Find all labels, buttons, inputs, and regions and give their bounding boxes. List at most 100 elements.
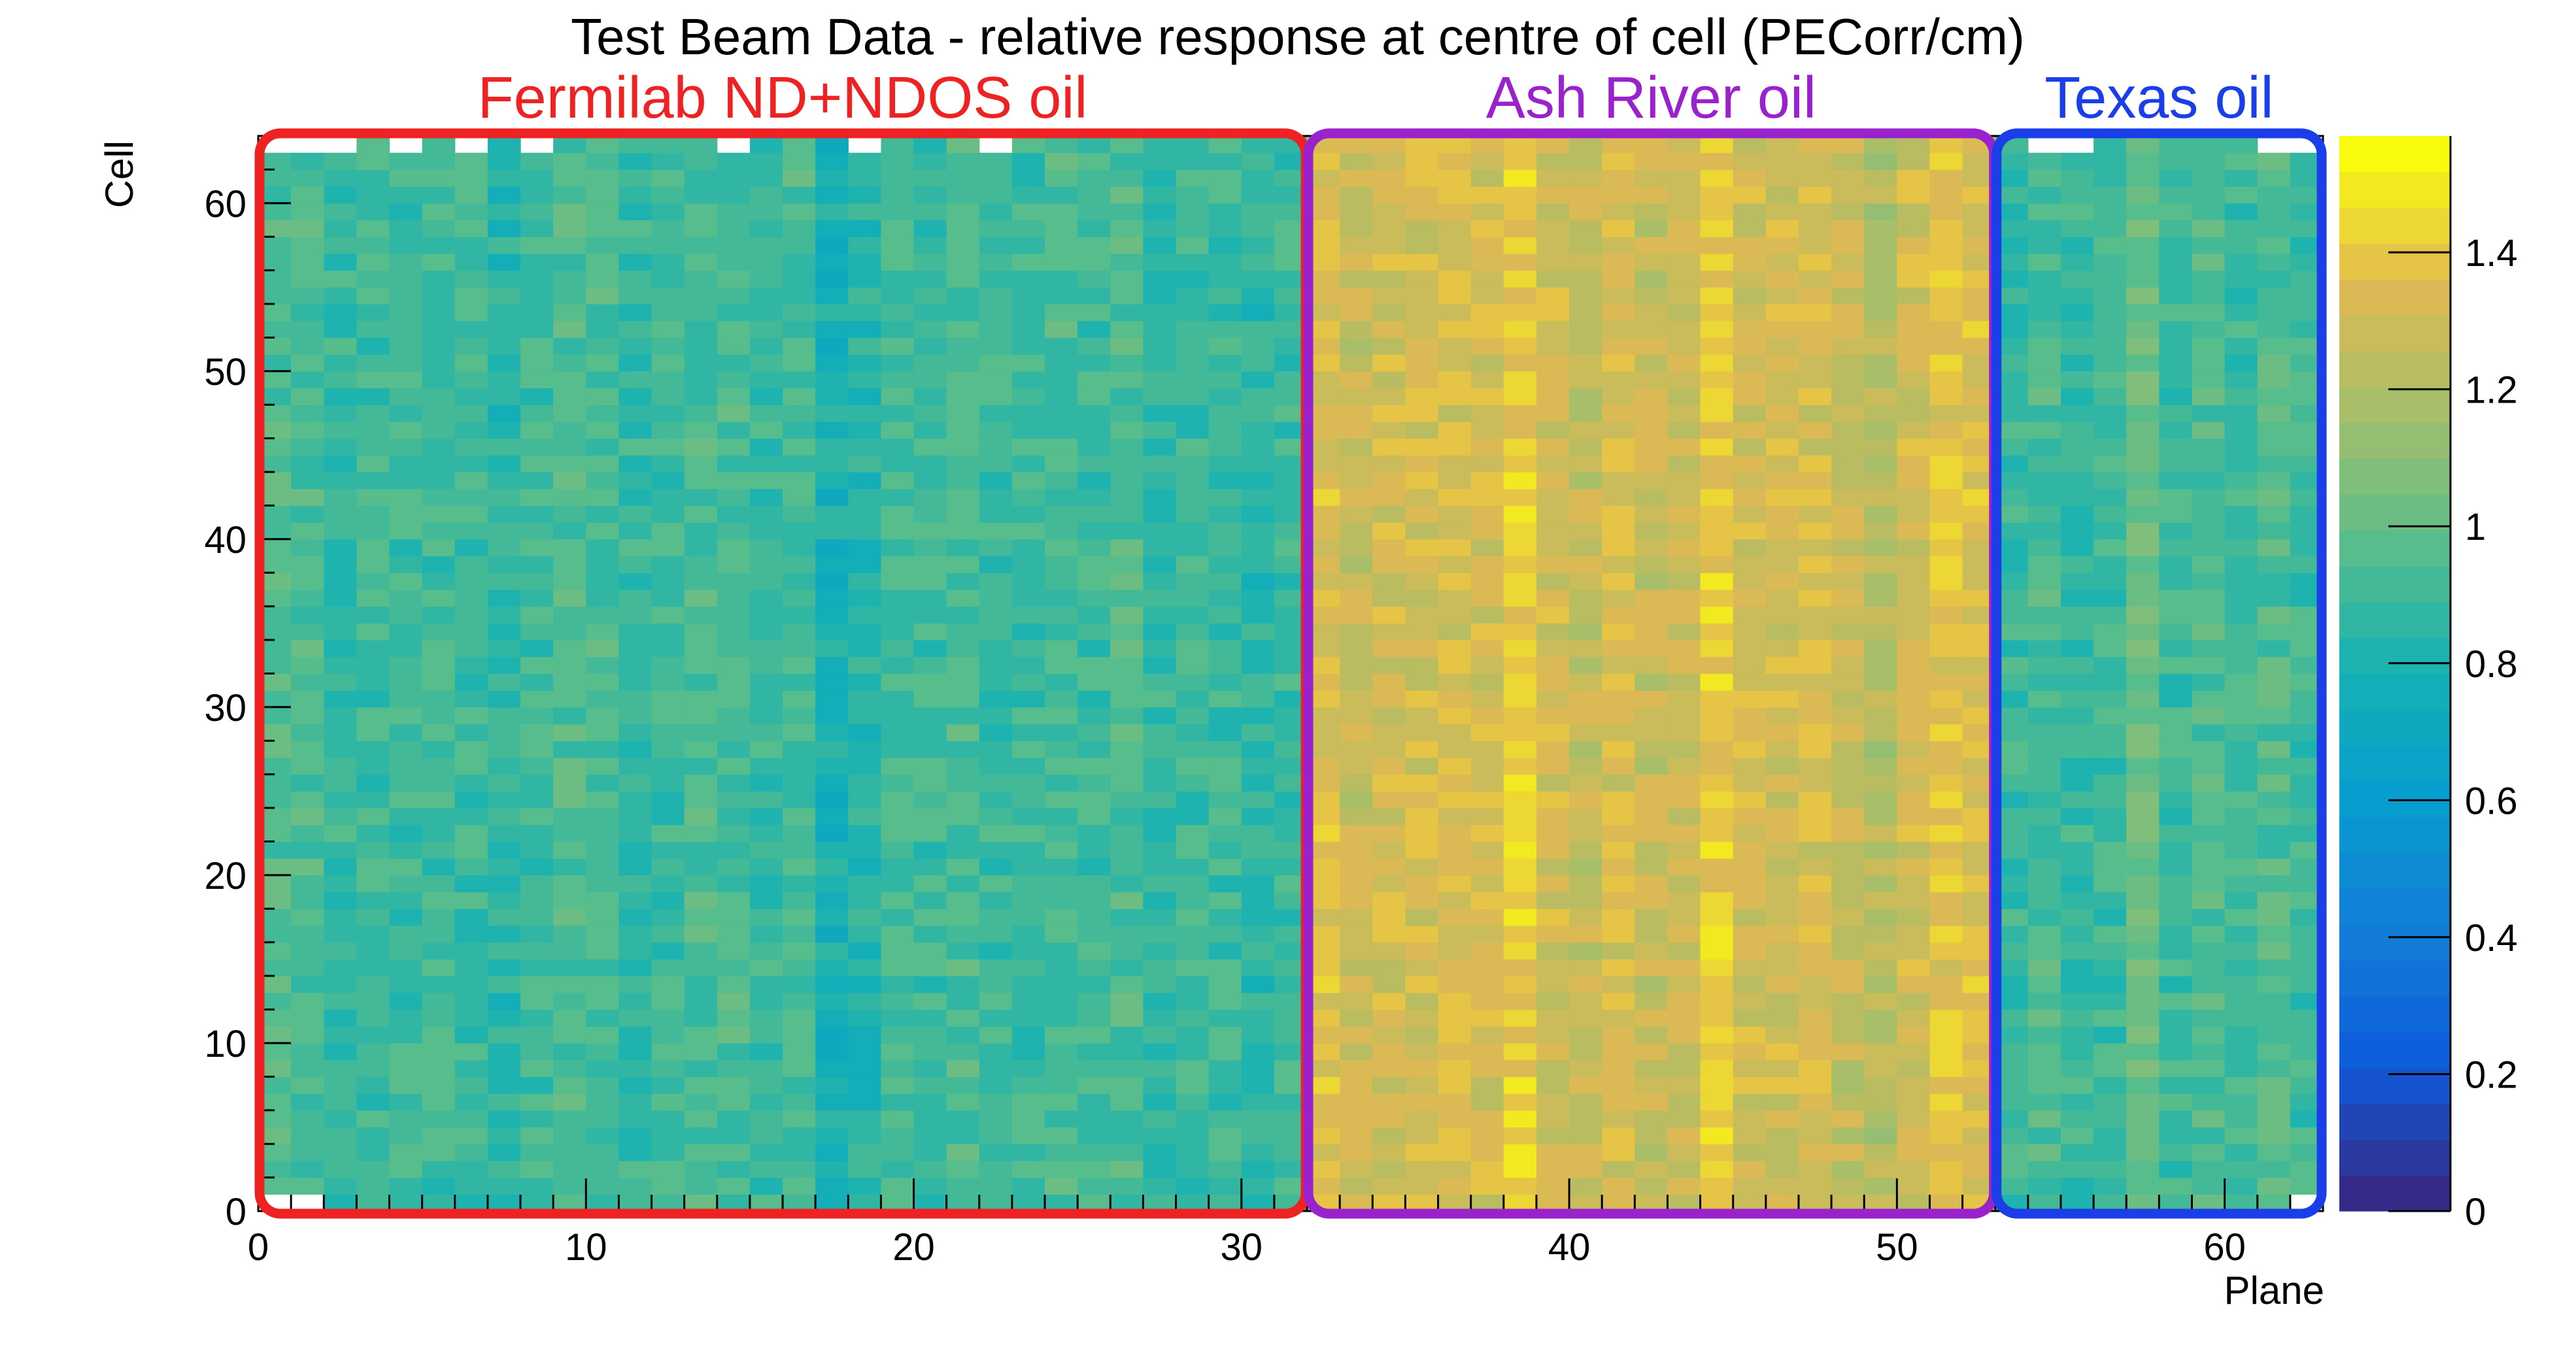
heatmap-cell	[1110, 942, 1144, 960]
heatmap-cell	[1929, 757, 1963, 775]
heatmap-cell	[913, 757, 947, 775]
heatmap-cell	[749, 237, 783, 254]
heatmap-cell	[324, 623, 357, 640]
heatmap-cell	[1405, 472, 1439, 490]
heatmap-cell	[979, 438, 1013, 456]
heatmap-cell	[684, 220, 718, 237]
heatmap-cell	[1765, 673, 1799, 691]
heatmap-cell	[1864, 270, 1897, 288]
heatmap-cell	[1077, 925, 1111, 943]
heatmap-cell	[1667, 808, 1701, 825]
heatmap-cell	[1831, 1042, 1865, 1061]
heatmap-cell	[1798, 405, 1832, 422]
heatmap-cell	[1470, 858, 1504, 876]
heatmap-cell	[651, 942, 685, 960]
heatmap-cell	[2159, 220, 2193, 237]
heatmap-cell	[2159, 1127, 2193, 1144]
heatmap-cell	[2126, 740, 2160, 758]
palette-band	[2339, 1103, 2450, 1140]
heatmap-cell	[1635, 405, 1669, 422]
heatmap-cell	[324, 976, 357, 993]
heatmap-cell	[356, 1076, 390, 1094]
heatmap-cell	[586, 220, 619, 237]
heatmap-cell	[2192, 942, 2226, 960]
heatmap-cell	[1929, 405, 1963, 422]
heatmap-cell	[1700, 606, 1734, 624]
heatmap-cell	[454, 656, 488, 674]
heatmap-cell	[1077, 337, 1111, 355]
heatmap-cell	[1011, 707, 1045, 725]
heatmap-cell	[1208, 1059, 1242, 1077]
heatmap-cell	[979, 925, 1013, 943]
heatmap-cell	[1635, 556, 1669, 573]
heatmap-cell	[848, 908, 882, 926]
heatmap-cell	[1110, 656, 1144, 674]
heatmap-cell	[717, 1009, 751, 1027]
heatmap-cell	[1536, 606, 1570, 624]
heatmap-cell	[1798, 640, 1832, 657]
heatmap-cell	[717, 539, 751, 557]
heatmap-cell	[2027, 606, 2061, 624]
heatmap-cell	[1569, 1042, 1602, 1061]
heatmap-cell	[1011, 606, 1045, 624]
heatmap-cell	[1700, 673, 1734, 691]
heatmap-cell	[1765, 1160, 1799, 1178]
heatmap-cell	[1864, 405, 1897, 422]
heatmap-cell	[1241, 388, 1275, 405]
heatmap-cell	[520, 740, 554, 758]
heatmap-cell	[2093, 186, 2127, 204]
heatmap-cell	[783, 472, 816, 490]
heatmap-cell	[684, 539, 718, 557]
heatmap-cell	[749, 908, 783, 926]
heatmap-cell	[389, 841, 423, 859]
heatmap-cell	[1340, 707, 1373, 725]
heatmap-cell	[1143, 1093, 1177, 1111]
heatmap-cell	[1503, 1177, 1537, 1195]
heatmap-cell	[2192, 203, 2226, 221]
heatmap-cell	[2159, 690, 2193, 708]
heatmap-cell	[1470, 824, 1504, 842]
heatmap-cell	[2257, 1042, 2291, 1061]
heatmap-cell	[389, 337, 423, 355]
heatmap-cell	[1011, 556, 1045, 573]
heatmap-cell	[1470, 673, 1504, 691]
heatmap-cell	[749, 1026, 783, 1044]
heatmap-cell	[1569, 253, 1602, 271]
heatmap-cell	[1700, 220, 1734, 237]
heatmap-cell	[454, 388, 488, 405]
heatmap-cell	[684, 136, 718, 154]
heatmap-cell	[454, 287, 488, 305]
heatmap-cell	[684, 1093, 718, 1111]
heatmap-cell	[2224, 673, 2258, 691]
heatmap-cell	[783, 287, 816, 305]
heatmap-cell	[1405, 874, 1439, 893]
heatmap-cell	[1700, 505, 1734, 523]
heatmap-cell	[684, 1177, 718, 1195]
heatmap-cell	[1470, 791, 1504, 808]
heatmap-cell	[1831, 1127, 1865, 1144]
heatmap-cell	[783, 874, 816, 893]
heatmap-cell	[1503, 1059, 1537, 1077]
heatmap-cell	[1798, 874, 1832, 893]
heatmap-cell	[1929, 976, 1963, 993]
heatmap-cell	[291, 606, 324, 624]
heatmap-cell	[2159, 1144, 2193, 1161]
heatmap-cell	[815, 320, 849, 339]
heatmap-cell	[1700, 556, 1734, 573]
heatmap-cell	[1241, 237, 1275, 254]
heatmap-cell	[1176, 1026, 1210, 1044]
heatmap-cell	[619, 707, 652, 725]
heatmap-cell	[454, 908, 488, 926]
heatmap-cell	[1864, 1160, 1897, 1178]
heatmap-cell	[979, 1160, 1013, 1178]
heatmap-cell	[848, 976, 882, 993]
heatmap-cell	[1635, 421, 1669, 439]
heatmap-cell	[324, 573, 357, 590]
heatmap-cell	[1241, 337, 1275, 355]
heatmap-cell	[1667, 707, 1701, 725]
heatmap-cell	[2027, 808, 2061, 825]
heatmap-cell	[979, 152, 1013, 170]
heatmap-cell	[1536, 925, 1570, 943]
heatmap-cell	[881, 723, 915, 741]
heatmap-cell	[815, 1076, 849, 1094]
